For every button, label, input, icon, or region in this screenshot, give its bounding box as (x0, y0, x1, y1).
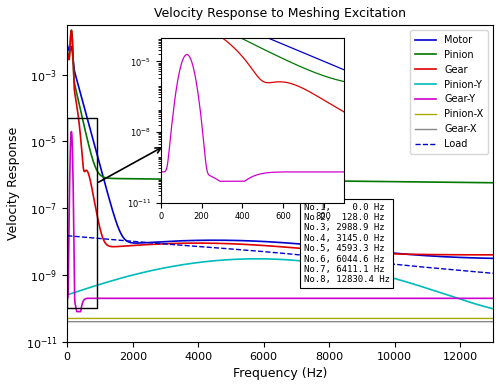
Load (335, 256, 341, 261)
Motor (380, 250, 386, 254)
Gear (490, 253, 496, 257)
Motor (316, 243, 322, 248)
X-axis label: Frequency (Hz): Frequency (Hz) (233, 367, 328, 380)
Motor (402, 252, 408, 257)
Gear-X (316, 319, 322, 324)
Gear-Y (316, 296, 322, 301)
Gear (380, 251, 386, 256)
Gear (218, 241, 224, 246)
Load (402, 263, 408, 268)
Motor (86, 121, 91, 126)
Text: No.1,    0.0 Hz
No.2,  128.0 Hz
No.3, 2988.9 Hz
No.4, 3145.0 Hz
No.5, 4593.3 Hz
: No.1, 0.0 Hz No.2, 128.0 Hz No.3, 2988.9… (304, 202, 390, 284)
Pinion (86, 142, 91, 147)
Gear-Y (64, 296, 70, 301)
Load (490, 271, 496, 276)
Pinion-Y (218, 258, 224, 262)
Motor (335, 245, 341, 250)
Gear-X (218, 319, 224, 324)
Load (316, 255, 322, 259)
Pinion (218, 177, 224, 182)
Line: Gear-Y: Gear-Y (67, 132, 493, 312)
Motor (64, 42, 70, 47)
Gear-X (380, 319, 386, 324)
Gear-Y (218, 296, 224, 301)
Pinion (402, 180, 408, 184)
Pinion (316, 178, 322, 183)
Gear-Y (335, 296, 341, 301)
Pinion-Y (86, 286, 91, 290)
Line: Motor: Motor (67, 45, 493, 259)
Pinion-X (64, 316, 70, 321)
Pinion-Y (402, 279, 408, 284)
Gear-Y (86, 296, 91, 301)
Y-axis label: Velocity Response: Velocity Response (7, 127, 20, 240)
Gear-X (402, 319, 408, 324)
Line: Pinion-Y: Pinion-Y (67, 259, 493, 309)
Pinion (380, 179, 386, 184)
Load (380, 261, 386, 265)
Gear (402, 252, 408, 257)
Pinion-X (380, 316, 386, 321)
Load (64, 233, 70, 238)
Pinion-Y (316, 260, 322, 265)
Motor (490, 256, 496, 261)
Motor (218, 238, 224, 243)
Load (218, 246, 224, 250)
Line: Load: Load (67, 236, 493, 273)
Pinion-X (218, 316, 224, 321)
Gear-Y (490, 296, 496, 301)
Pinion (335, 179, 341, 183)
Pinion (68, 28, 74, 33)
Pinion-Y (64, 293, 70, 297)
Gear (64, 49, 70, 54)
Gear (335, 249, 341, 253)
Gear-X (86, 319, 91, 324)
Pinion-X (490, 316, 496, 321)
Gear (86, 172, 91, 176)
Title: Velocity Response to Meshing Excitation: Velocity Response to Meshing Excitation (154, 7, 406, 20)
Pinion-Y (254, 257, 260, 261)
Gear-Y (74, 309, 80, 314)
Gear-X (335, 319, 341, 324)
Gear-X (490, 319, 496, 324)
Pinion (490, 180, 496, 185)
Pinion-Y (490, 307, 496, 311)
Line: Pinion: Pinion (67, 30, 493, 183)
Pinion-X (316, 316, 322, 321)
Gear (316, 247, 322, 252)
Gear-Y (402, 296, 408, 301)
Load (86, 235, 91, 240)
Gear-Y (68, 129, 74, 134)
Pinion-X (335, 316, 341, 321)
Legend: Motor, Pinion, Gear, Pinion-Y, Gear-Y, Pinion-X, Gear-X, Load: Motor, Pinion, Gear, Pinion-Y, Gear-Y, P… (410, 30, 488, 154)
Pinion-X (86, 316, 91, 321)
Pinion-X (402, 316, 408, 321)
Pinion (64, 49, 70, 54)
Gear-Y (380, 296, 386, 301)
Gear (68, 28, 74, 33)
Pinion-Y (380, 273, 386, 278)
Line: Gear: Gear (67, 31, 493, 255)
Pinion-Y (335, 264, 341, 268)
Gear-X (64, 319, 70, 324)
